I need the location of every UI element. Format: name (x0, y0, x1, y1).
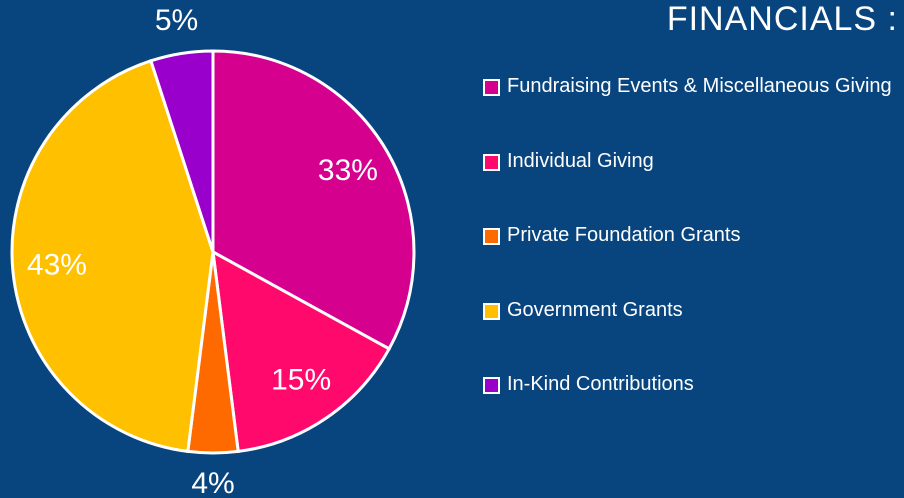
slice-label: 43% (27, 249, 87, 282)
pie-chart: 33% 15% 4% 43% 5% (10, 4, 416, 498)
pie-slice (10, 58, 215, 454)
legend-item: In-Kind Contributions (483, 373, 694, 396)
legend-swatch (483, 228, 500, 245)
legend-swatch (483, 79, 500, 96)
slice-label: 15% (271, 364, 331, 397)
legend-item: Individual Giving (483, 150, 654, 173)
legend-item: Fundraising Events & Miscellaneous Givin… (483, 75, 892, 98)
legend-label: In-Kind Contributions (507, 373, 694, 395)
legend-item: Government Grants (483, 299, 683, 322)
legend-swatch (483, 377, 500, 394)
legend-label: Individual Giving (507, 149, 654, 172)
pie-slice (148, 49, 215, 253)
legend-label: Private Foundation Grants (507, 224, 741, 246)
legend-swatch (483, 153, 500, 171)
pie-slice (211, 249, 392, 454)
legend-label: Government Grants (507, 298, 683, 321)
legend-label: Fundraising Events & Miscellaneous Givin… (507, 75, 892, 97)
legend-item: Private Foundation Grants (483, 224, 740, 247)
slice-label: 33% (318, 154, 378, 187)
slice-label: 5% (155, 4, 198, 37)
slice-label: 4% (191, 467, 234, 498)
chart-title: FINANCIALS : (666, 0, 898, 38)
legend-swatch (483, 302, 500, 320)
pie-slice (211, 49, 416, 351)
